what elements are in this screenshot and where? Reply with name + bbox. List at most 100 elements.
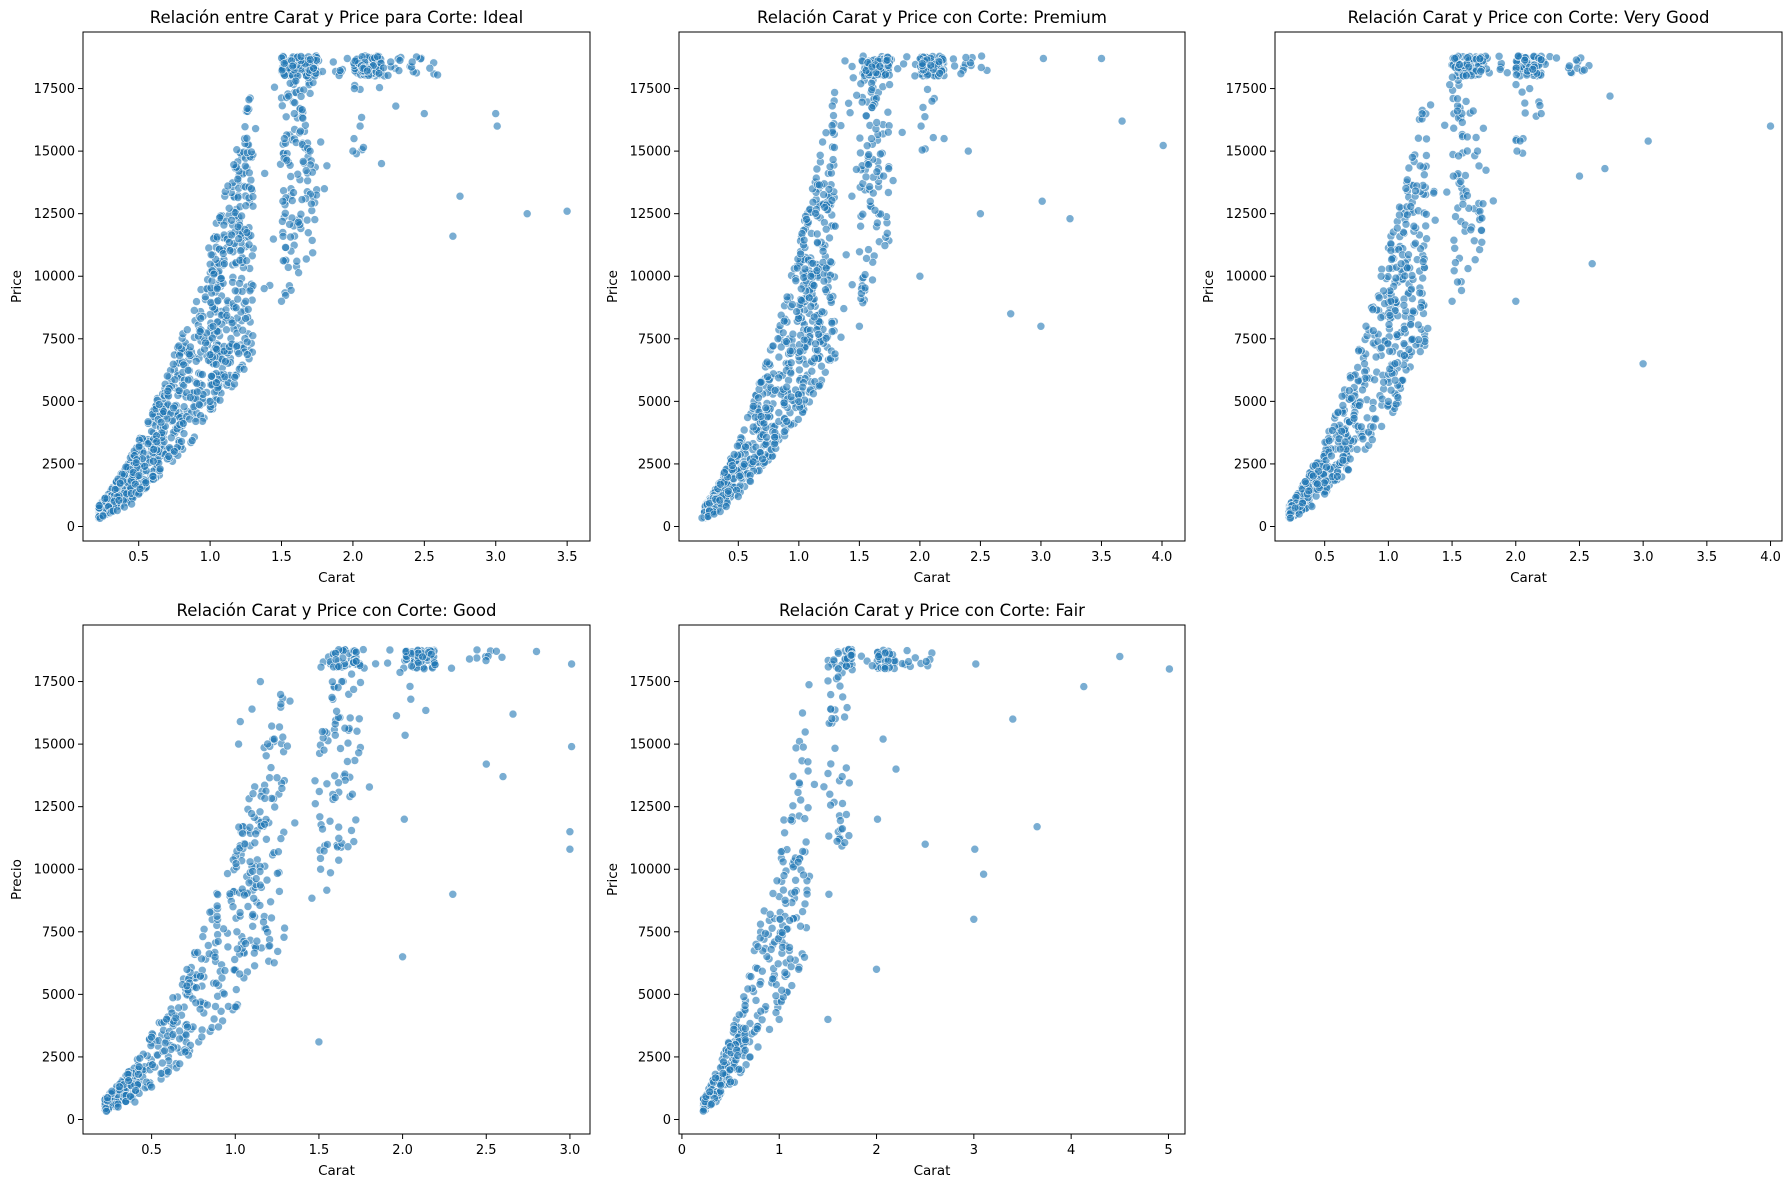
data-point xyxy=(234,822,244,832)
data-point xyxy=(241,296,251,306)
data-point xyxy=(804,680,814,690)
data-point xyxy=(318,824,327,834)
data-point xyxy=(248,910,258,919)
data-point xyxy=(1414,320,1423,330)
data-point xyxy=(1421,221,1430,231)
data-point xyxy=(779,398,789,408)
data-point xyxy=(277,296,286,306)
data-point xyxy=(1463,132,1472,142)
data-point xyxy=(1449,266,1459,276)
x-tick-label: 2.5 xyxy=(970,550,991,565)
data-point xyxy=(130,1097,140,1107)
data-point xyxy=(379,63,388,73)
data-point xyxy=(100,494,110,503)
data-point xyxy=(793,415,803,424)
data-point xyxy=(799,335,809,345)
data-point xyxy=(225,889,235,899)
data-point xyxy=(812,164,822,174)
data-point xyxy=(221,357,230,366)
data-point xyxy=(266,897,275,907)
data-point xyxy=(845,108,855,117)
data-point xyxy=(825,233,834,243)
data-point xyxy=(250,948,259,958)
data-point xyxy=(183,325,192,335)
data-point xyxy=(1407,284,1416,294)
data-point xyxy=(876,149,885,159)
data-point xyxy=(827,327,837,336)
data-point xyxy=(213,296,223,306)
y-tick-label: 15000 xyxy=(630,145,671,160)
data-point xyxy=(322,161,332,171)
data-point xyxy=(247,704,257,714)
data-point xyxy=(430,660,440,670)
data-point xyxy=(821,224,831,234)
data-point xyxy=(236,246,245,255)
data-point xyxy=(813,238,822,247)
y-tick-label: 5000 xyxy=(638,988,671,1003)
x-axis-label: Carat xyxy=(1510,570,1547,586)
data-point xyxy=(213,890,222,899)
data-point xyxy=(865,197,875,206)
data-points xyxy=(1284,51,1775,523)
data-point xyxy=(240,839,250,849)
data-point xyxy=(148,1060,157,1069)
data-point xyxy=(917,145,927,155)
data-point xyxy=(748,422,758,432)
data-point xyxy=(1395,210,1404,220)
data-point xyxy=(322,885,332,895)
data-point xyxy=(1374,293,1384,303)
data-point xyxy=(778,857,788,867)
data-point xyxy=(371,659,380,669)
data-point xyxy=(275,722,284,732)
data-point xyxy=(1474,161,1484,171)
data-point xyxy=(1345,386,1354,395)
data-point xyxy=(1400,324,1409,334)
chart-title: Relación Carat y Price con Corte: Premiu… xyxy=(757,8,1107,27)
data-point xyxy=(772,876,782,886)
data-point xyxy=(1429,188,1438,198)
data-point xyxy=(1328,426,1337,435)
data-point xyxy=(251,874,261,883)
data-point xyxy=(113,506,122,515)
data-point xyxy=(795,365,804,375)
data-point xyxy=(103,1093,112,1102)
data-point xyxy=(1536,55,1546,65)
data-point xyxy=(830,743,840,753)
data-point xyxy=(838,692,848,702)
data-point xyxy=(206,250,216,260)
data-point xyxy=(210,952,220,962)
data-point xyxy=(334,662,344,671)
data-point xyxy=(147,1032,156,1042)
data-point xyxy=(867,103,877,112)
x-tick-label: 3 xyxy=(970,1143,978,1158)
data-point xyxy=(814,329,823,339)
data-point xyxy=(1417,109,1427,118)
chart-title: Relación Carat y Price con Corte: Good xyxy=(177,601,497,620)
data-point xyxy=(826,690,836,699)
data-point xyxy=(317,727,327,736)
data-point xyxy=(276,690,285,699)
data-point xyxy=(963,146,973,156)
data-point xyxy=(741,1024,750,1033)
data-points xyxy=(100,645,576,1116)
data-point xyxy=(349,134,359,143)
data-point xyxy=(277,784,287,793)
data-point xyxy=(855,247,864,257)
data-point xyxy=(247,184,256,193)
data-point xyxy=(426,649,436,659)
data-point xyxy=(245,168,254,178)
data-point xyxy=(182,981,192,991)
data-point xyxy=(762,357,772,367)
data-point xyxy=(492,121,502,131)
data-point xyxy=(383,71,393,80)
data-point xyxy=(1404,345,1414,354)
data-point xyxy=(334,855,344,865)
data-point xyxy=(131,1086,140,1095)
data-point xyxy=(348,146,358,156)
data-point xyxy=(167,433,176,443)
data-point xyxy=(833,664,843,674)
data-point xyxy=(1032,822,1042,832)
plot-frame xyxy=(678,31,1186,542)
data-point xyxy=(897,128,907,137)
data-point xyxy=(291,76,301,86)
